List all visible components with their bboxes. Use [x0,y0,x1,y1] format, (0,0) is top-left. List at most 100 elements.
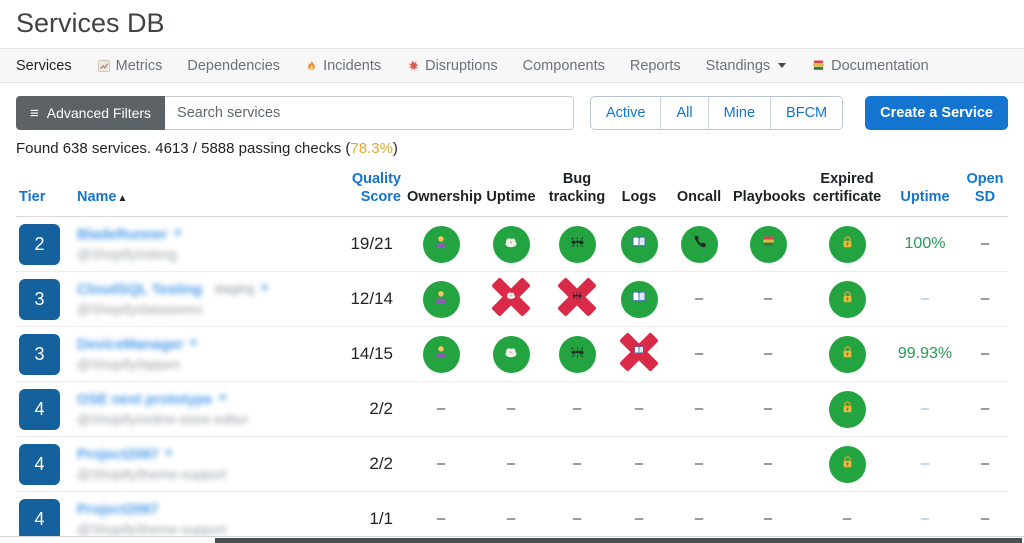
check-cell-uptime [478,326,544,383]
check-cell-expired-certificate [806,216,888,273]
column-header-bug-tracking[interactable]: Bug tracking [544,166,610,218]
passing-check-badge[interactable] [422,225,460,263]
nav-item-disruptions[interactable]: Disruptions [406,58,498,74]
service-name-link[interactable]: CloudSQL Testing staging [77,280,268,300]
passing-check-badge[interactable] [558,335,596,373]
table-row: 2 BladeRunner @Shopify/rideng 19/21 100% – [16,216,1008,273]
passing-check-badge[interactable] [422,335,460,373]
passing-check-badge[interactable] [828,390,866,428]
nav-item-dependencies[interactable]: Dependencies [187,58,280,74]
no-check-dash: – [694,510,704,528]
quick-filter-mine[interactable]: Mine [707,97,771,129]
open-book-icon [633,344,645,359]
uptime-percentage: 100% [904,235,946,253]
chevron-down-icon [778,63,787,68]
passing-check-badge[interactable] [620,225,658,263]
nav-item-standings[interactable]: Standings [706,58,787,74]
passing-check-badge[interactable] [620,280,658,318]
column-header-uptime[interactable]: Uptime [478,166,544,218]
services-table: Tier Name▲ Quality Score Ownership Uptime Bug… [16,166,1008,543]
service-name-link[interactable]: BladeRunner [77,225,181,245]
ant-icon [569,343,586,365]
search-input[interactable] [165,96,574,130]
advanced-filters-button[interactable]: ≡ Advanced Filters [16,96,166,130]
passing-check-badge[interactable] [828,335,866,373]
column-header-label: Quality Score [351,171,401,206]
check-cell-oncall [668,216,730,273]
summary-suffix: ) [392,140,398,157]
create-service-button[interactable]: Create a Service [865,96,1008,130]
check-cell-oncall: – [668,271,730,328]
open-book-icon [631,289,647,310]
service-name-link[interactable]: Project2097 [77,445,172,465]
tier-badge: 4 [19,498,60,540]
check-cell-expired-certificate [806,436,888,493]
column-header-quality-score[interactable]: Quality Score [318,166,404,218]
nav-item-reports[interactable]: Reports [630,58,681,74]
cloud-icon [503,234,519,255]
books-icon [761,234,776,254]
column-header-tier[interactable]: Tier [16,166,74,218]
phone-icon [692,234,707,254]
uptime-percentage: – [920,510,930,528]
column-header-label: Logs [621,189,657,206]
owner-handle: @Shopify/datastores [77,302,203,317]
check-cell-logs: – [610,491,668,543]
service-name-link[interactable]: Project2097 [77,500,158,520]
check-cell-ownership [404,326,478,383]
open-sd-value: – [980,235,990,253]
passing-check-badge[interactable] [422,280,460,318]
column-header-ownership[interactable]: Ownership [404,166,482,218]
open-sd-value: – [980,455,990,473]
check-cell-bug-tracking: – [544,491,610,543]
no-check-dash: – [436,455,446,473]
nav-item-documentation[interactable]: Documentation [811,58,929,74]
column-header-name[interactable]: Name▲ [74,166,318,218]
results-summary: Found 638 services. 4613 / 5888 passing … [0,138,1024,166]
lock-icon [840,399,855,420]
service-name: Project2097 [77,501,159,518]
tier-badge: 3 [19,333,60,375]
passing-check-badge[interactable] [558,225,596,263]
passing-check-badge[interactable] [828,445,866,483]
column-header-expired-certificate[interactable]: Expired certificate [806,166,888,218]
column-header-label: Open SD [966,171,1004,206]
column-header-oncall[interactable]: Oncall [668,166,730,218]
column-header-logs[interactable]: Logs [610,166,668,218]
service-name: CloudSQL Testing [77,281,203,298]
column-header-open-sd[interactable]: Open SD [962,166,1008,218]
scrollbar-thumb[interactable] [215,538,1022,543]
nav-item-components[interactable]: Components [523,58,605,74]
nav-item-services[interactable]: Services [16,58,72,74]
passing-check-badge[interactable] [749,225,787,263]
service-name-link[interactable]: DeviceManager [77,335,197,355]
column-header-playbooks[interactable]: Playbooks [730,166,806,218]
column-header-label: Playbooks [733,189,806,206]
quick-filter-all[interactable]: All [660,97,708,129]
no-check-dash: – [763,510,773,528]
passing-check-badge[interactable] [680,225,718,263]
passing-check-badge[interactable] [828,225,866,263]
check-cell-bug-tracking [544,326,610,383]
check-cell-playbooks: – [730,271,806,328]
lock-icon [840,454,855,475]
nav-item-incidents[interactable]: Incidents [305,58,381,74]
quick-filter-active[interactable]: Active [590,97,661,129]
passing-check-badge[interactable] [492,335,530,373]
no-check-dash: – [694,400,704,418]
failing-check-badge[interactable] [488,274,534,320]
check-cell-ownership [404,271,478,328]
failing-check-badge[interactable] [554,274,600,320]
no-check-dash: – [694,345,704,363]
passing-check-badge[interactable] [828,280,866,318]
nav-item-metrics[interactable]: Metrics [97,58,162,74]
quick-filter-bfcm[interactable]: BFCM [770,97,843,129]
nav-item-label: Components [522,57,605,74]
table-header-row: Tier Name▲ Quality Score Ownership Uptime Bug… [16,166,1008,218]
horizontal-scrollbar[interactable] [0,536,1024,543]
failing-check-badge[interactable] [616,329,662,375]
column-header-uptime[interactable]: Uptime [888,166,962,218]
person-icon [433,344,449,365]
passing-check-badge[interactable] [492,225,530,263]
service-name-link[interactable]: OSE next prototype [77,390,226,410]
